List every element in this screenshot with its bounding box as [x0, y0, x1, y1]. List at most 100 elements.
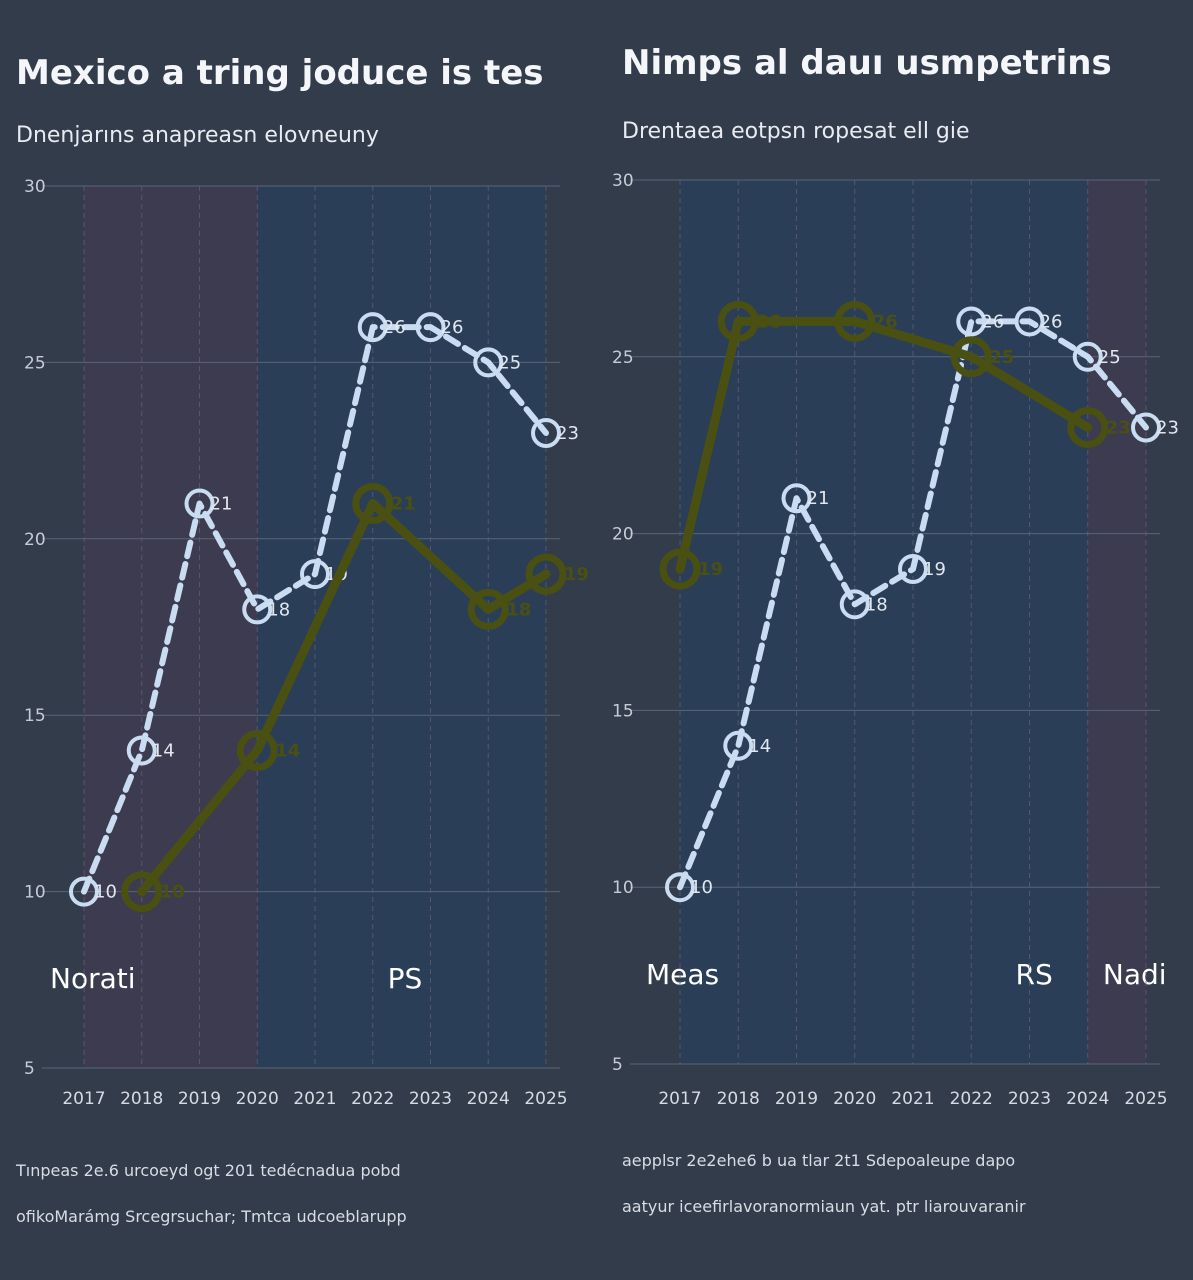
data-point-left-0-0: [69, 876, 99, 907]
data-point-left-1-4: [525, 553, 567, 595]
chart-title-left: Mexico a tring joduce is tes: [16, 53, 544, 93]
data-label-left-0-2: 21: [210, 494, 233, 515]
x-tick-right-1: 2018: [717, 1089, 760, 1109]
series-line-right-1: [675, 316, 1093, 574]
y-axis-left: 5 10 15 20 25 30: [24, 177, 46, 1079]
data-label-right-0-6: 26: [1040, 311, 1063, 332]
data-point-right-1-3: [950, 336, 992, 378]
y-tick-left-0: 5: [24, 1059, 35, 1079]
band-label-right-2: Nadi: [1103, 958, 1167, 991]
x-tick-right-2: 2019: [775, 1089, 818, 1109]
x-tick-right-0: 2017: [658, 1089, 701, 1109]
series-line-left-0: [81, 324, 549, 895]
data-label-left-1-1: 14: [275, 740, 300, 761]
data-point-right-0-5: [956, 306, 987, 337]
data-label-left-0-0: 10: [94, 882, 117, 903]
data-label-left-0-6: 26: [441, 317, 464, 338]
data-label-right-1-0: 19: [698, 559, 723, 580]
x-tick-left-5: 2022: [351, 1089, 394, 1109]
data-label-right-0-7: 25: [1098, 347, 1121, 368]
data-point-right-1-1: [717, 300, 759, 342]
y-tick-left-3: 20: [24, 530, 46, 550]
data-point-right-0-7: [1072, 341, 1103, 372]
data-label-left-1-2: 21: [391, 494, 416, 515]
data-label-left-0-8: 23: [556, 423, 579, 444]
data-label-left-0-3: 18: [267, 599, 290, 620]
data-label-right-0-3: 18: [865, 594, 888, 615]
series-line-left-1: [137, 499, 551, 897]
data-label-right-0-0: 10: [690, 877, 713, 898]
x-tick-left-3: 2020: [236, 1089, 279, 1109]
band-label-right-0: Meas: [646, 958, 719, 991]
x-tick-left-4: 2021: [293, 1089, 336, 1109]
data-point-left-1-2: [352, 483, 394, 525]
data-point-right-0-4: [898, 553, 928, 584]
data-point-left-0-2: [184, 488, 215, 519]
data-label-right-1-4: 23: [1106, 418, 1131, 439]
chart-subtitle-right: Drentaea eotpsn ropesat ell gie: [622, 119, 970, 144]
data-point-right-1-2: [834, 300, 876, 342]
footnote-left-2: ofikoMarámg Srcegrsuchar; Tmtca udcoebla…: [16, 1207, 407, 1226]
x-tick-left-2: 2019: [178, 1089, 221, 1109]
x-tick-left-6: 2023: [409, 1089, 452, 1109]
data-point-right-0-0: [665, 872, 695, 903]
band-label-right-1: RS: [1016, 958, 1053, 991]
x-tick-right-7: 2024: [1066, 1089, 1109, 1109]
x-axis-left: 2017 2018 2019 2020 2021 2022 2023 2024 2025: [62, 1089, 567, 1109]
footnote-right-2: aatyur iceefirlavoranormiaun yat. ptr li…: [622, 1197, 1026, 1216]
x-tick-right-3: 2020: [833, 1089, 876, 1109]
data-point-right-1-0: [659, 548, 701, 590]
data-point-right-0-8: [1131, 412, 1161, 443]
chart-panel-left: Mexico a tring joduce is tes Dnenjarıns …: [15, 53, 589, 1226]
data-point-left-0-7: [473, 347, 504, 378]
bands-left: Norati PS: [50, 186, 546, 1068]
y-tick-right-1: 10: [612, 878, 634, 898]
x-tick-right-4: 2021: [891, 1089, 934, 1109]
chart-panel-right: Nimps al dauı usmpetrins Drentaea eotpsn…: [612, 43, 1179, 1216]
data-point-left-0-6: [415, 312, 446, 343]
y-axis-right: 5 10 15 20 25 30: [612, 171, 634, 1075]
y-tick-right-4: 25: [612, 348, 634, 368]
x-tick-left-7: 2024: [467, 1089, 510, 1109]
data-label-left-0-1: 14: [152, 740, 175, 761]
data-point-left-1-1: [236, 729, 278, 771]
data-point-right-0-3: [839, 589, 870, 620]
data-label-right-1-2: 26: [873, 311, 898, 332]
data-label-left-0-7: 25: [498, 352, 521, 373]
band-right-2: [1087, 180, 1146, 1064]
data-point-right-0-1: [723, 730, 754, 761]
data-point-left-0-3: [242, 594, 273, 625]
x-axis-right: 2017 2018 2019 2020 2021 2022 2023 2024 2025: [658, 1089, 1167, 1109]
data-label-left-0-5: 26: [383, 317, 406, 338]
data-point-right-0-2: [781, 483, 812, 514]
y-tick-right-2: 15: [612, 701, 634, 721]
y-tick-left-4: 25: [24, 353, 46, 373]
data-point-right-0-6: [1014, 306, 1045, 337]
bands-right: Meas RS Nadi: [646, 180, 1167, 1064]
data-label-left-1-3: 18: [506, 599, 531, 620]
data-label-right-0-1: 14: [748, 736, 771, 757]
data-point-left-1-0: [121, 871, 163, 913]
chart-title-right: Nimps al dauı usmpetrins: [622, 43, 1112, 83]
data-point-left-0-4: [300, 559, 330, 590]
footnote-right-1: aepplsr 2e2ehe6 b ua tlar 2t1 Sdepoaleup…: [622, 1151, 1015, 1170]
data-point-left-0-5: [357, 312, 388, 343]
x-tick-left-0: 2017: [62, 1089, 105, 1109]
data-point-left-0-8: [531, 417, 561, 448]
data-point-left-0-1: [126, 735, 157, 766]
band-right-0: [680, 180, 972, 1064]
data-label-left-1-4: 19: [564, 564, 589, 585]
y-tick-right-3: 20: [612, 525, 634, 545]
data-label-right-0-2: 21: [807, 488, 830, 509]
x-tick-right-5: 2022: [950, 1089, 993, 1109]
y-tick-right-0: 5: [612, 1055, 623, 1075]
x-tick-right-6: 2023: [1008, 1089, 1051, 1109]
y-tick-left-2: 15: [24, 706, 46, 726]
data-point-left-1-3: [467, 588, 509, 630]
y-tick-left-5: 30: [24, 177, 46, 197]
data-label-right-1-3: 25: [989, 347, 1014, 368]
data-label-right-1-1: 26: [756, 311, 781, 332]
x-tick-right-8: 2025: [1124, 1089, 1167, 1109]
band-label-left-1: PS: [388, 962, 423, 995]
